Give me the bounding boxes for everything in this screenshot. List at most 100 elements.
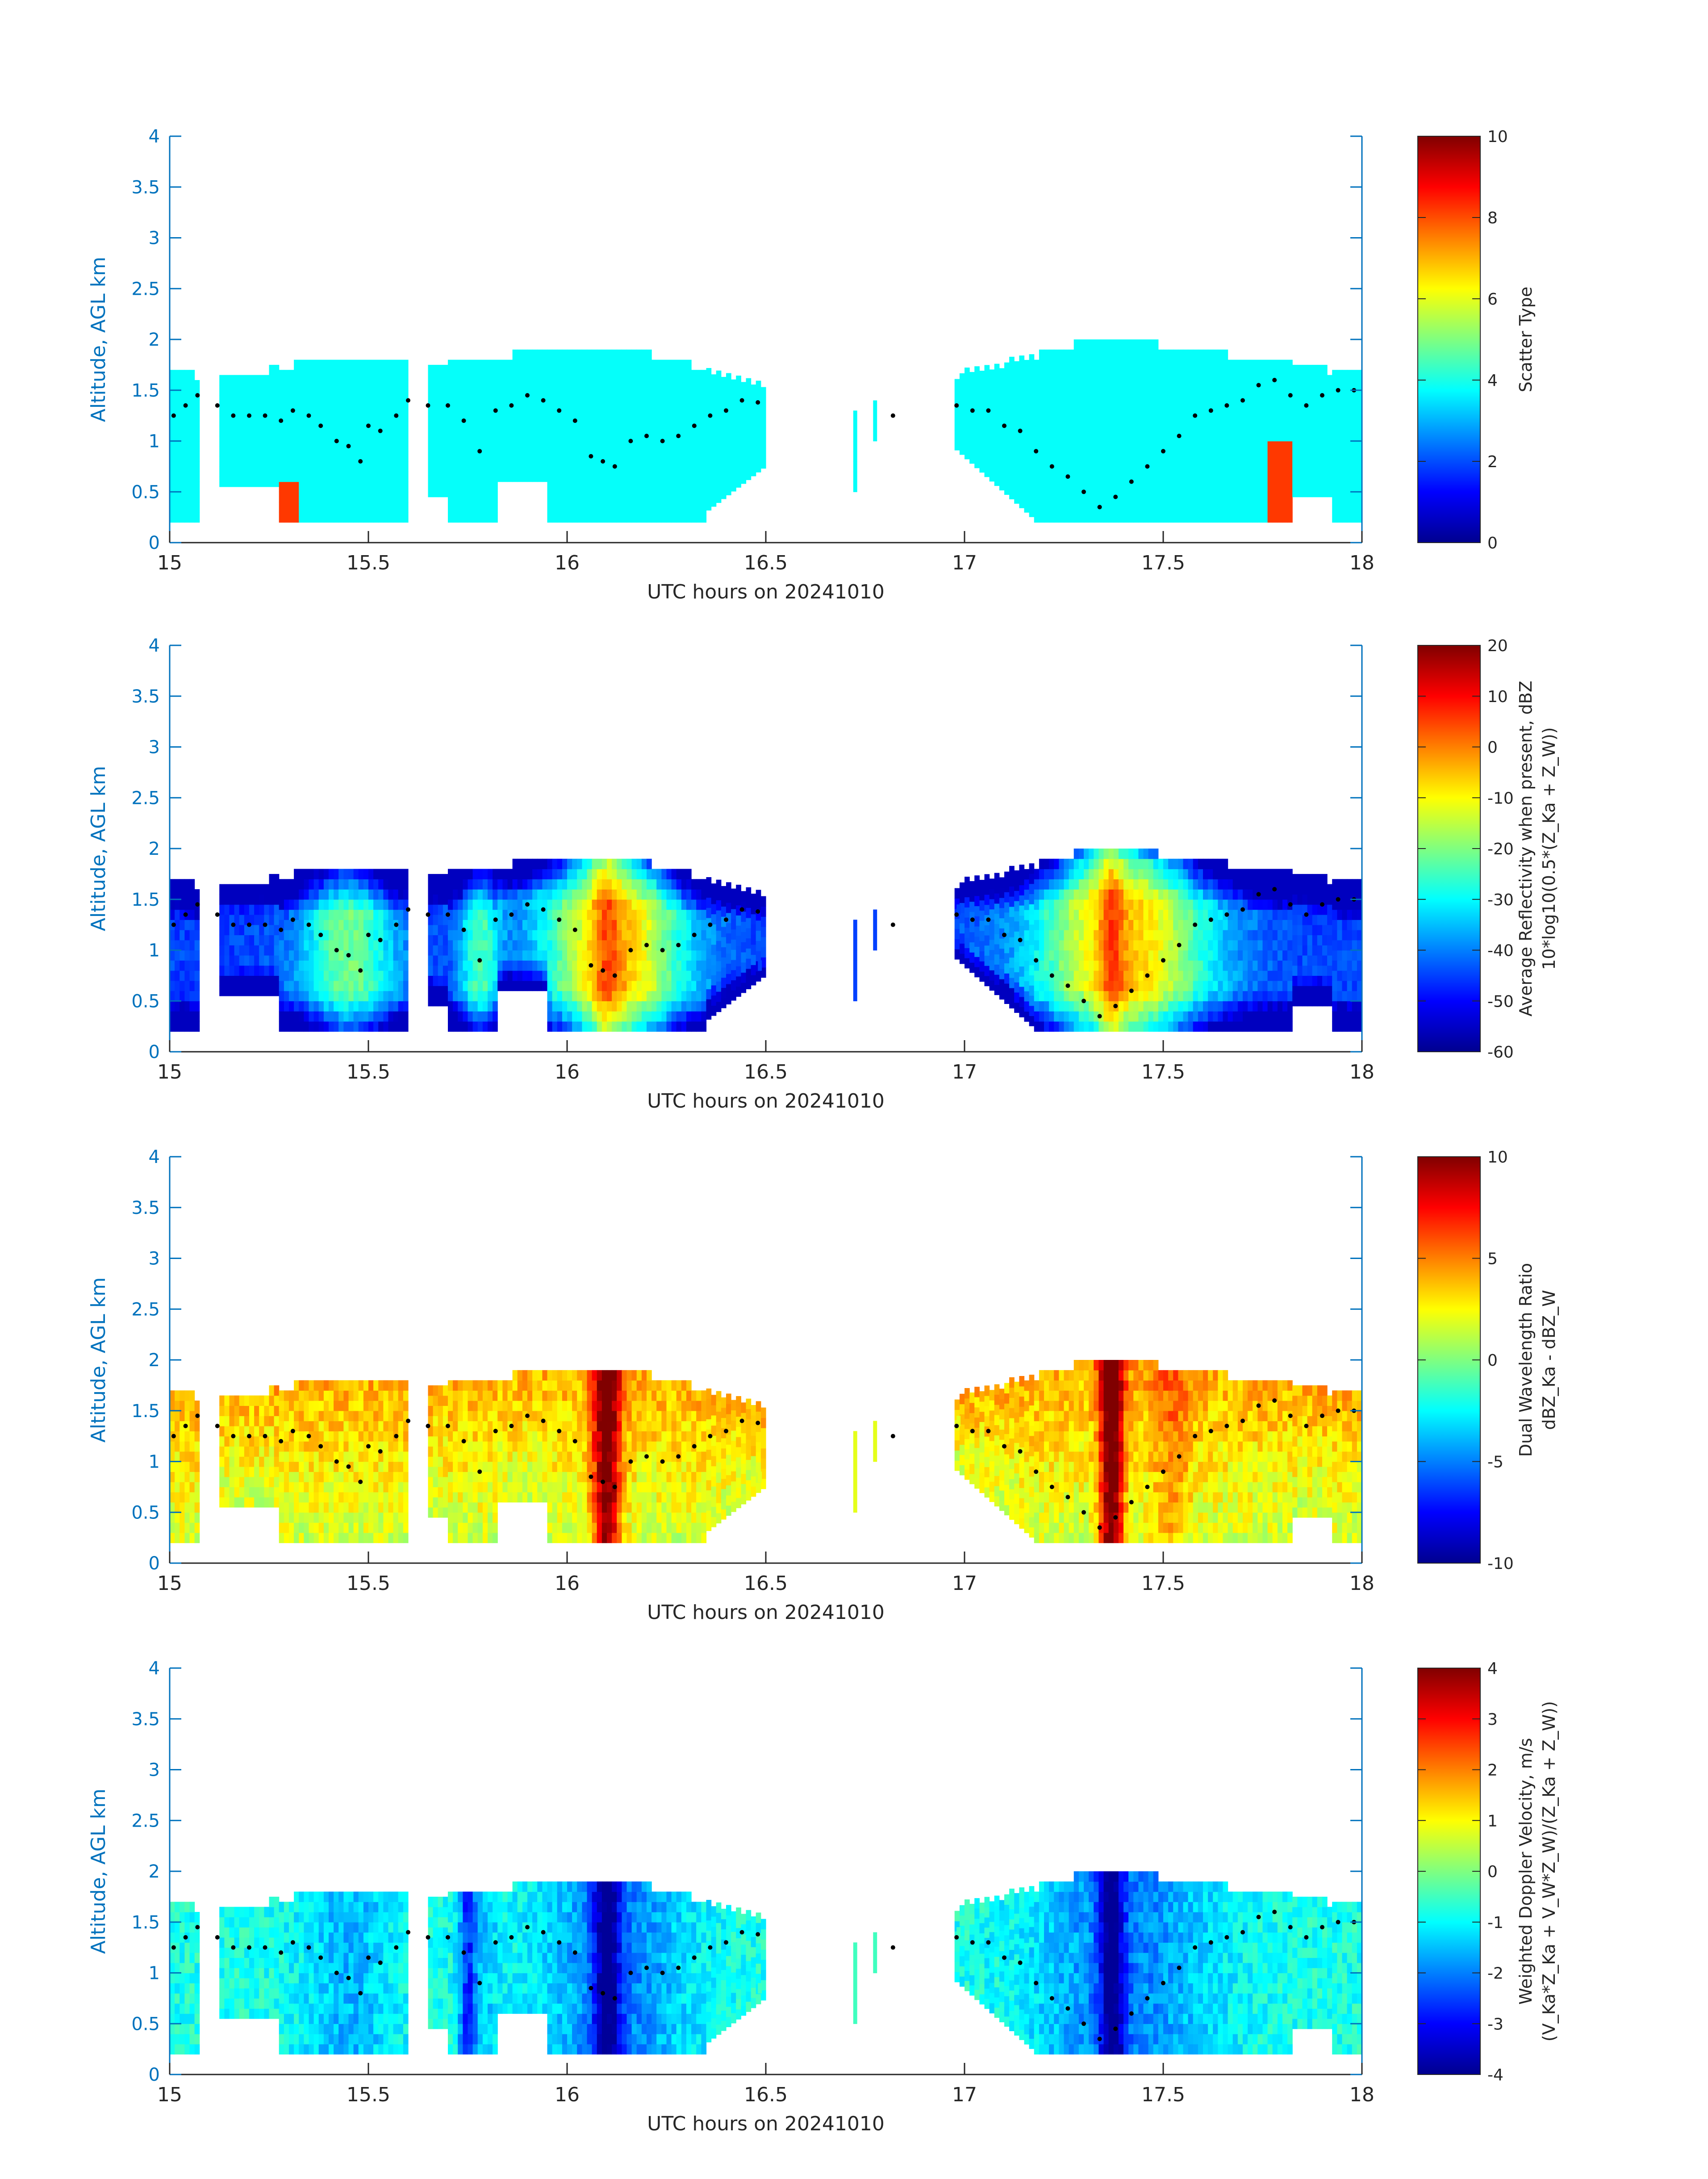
heatmap-cell bbox=[681, 472, 687, 482]
heatmap-cell bbox=[1059, 492, 1064, 502]
heatmap-cell bbox=[458, 960, 463, 970]
heatmap-cell bbox=[726, 414, 731, 424]
heatmap-cell bbox=[249, 955, 255, 966]
heatmap-cell bbox=[324, 869, 329, 879]
heatmap-cell bbox=[716, 991, 722, 1002]
heatmap-cell bbox=[468, 512, 473, 523]
heatmap-cell bbox=[269, 935, 275, 945]
heatmap-cell bbox=[359, 492, 364, 502]
heatmap-cell bbox=[349, 920, 354, 930]
heatmap-cell bbox=[354, 991, 359, 1001]
heatmap-cell bbox=[1148, 370, 1154, 380]
heatmap-cell bbox=[736, 925, 741, 936]
heatmap-cell bbox=[587, 991, 593, 1001]
heatmap-cell bbox=[1282, 410, 1288, 421]
heatmap-cell bbox=[493, 960, 498, 970]
heatmap-cell bbox=[368, 370, 374, 380]
heatmap-cell bbox=[388, 950, 394, 961]
heatmap-cell bbox=[661, 1021, 667, 1032]
heatmap-cell bbox=[1044, 360, 1049, 370]
heatmap-cell bbox=[1273, 482, 1278, 492]
heatmap-cell bbox=[1153, 431, 1159, 441]
heatmap-cell bbox=[686, 1001, 692, 1011]
heatmap-cell bbox=[661, 451, 667, 461]
heatmap-cell bbox=[974, 366, 980, 376]
heatmap-cell bbox=[190, 492, 195, 502]
heatmap-cell bbox=[721, 947, 727, 957]
heatmap-cell bbox=[532, 879, 538, 889]
heatmap-cell bbox=[433, 477, 438, 487]
heatmap-cell bbox=[1044, 410, 1049, 421]
heatmap-cell bbox=[587, 899, 593, 910]
heatmap-cell bbox=[746, 898, 752, 908]
heatmap-cell bbox=[324, 441, 329, 452]
heatmap-cell bbox=[508, 390, 513, 401]
heatmap-cell bbox=[473, 370, 478, 380]
heatmap-cell bbox=[239, 986, 245, 996]
heatmap-cell bbox=[259, 904, 264, 915]
heatmap-cell bbox=[304, 512, 309, 523]
heatmap-cell bbox=[378, 370, 384, 380]
heatmap-cell bbox=[180, 461, 185, 472]
heatmap-cell bbox=[622, 930, 627, 940]
heatmap-cell bbox=[1317, 436, 1323, 446]
heatmap-cell bbox=[184, 370, 190, 380]
heatmap-cell bbox=[582, 981, 587, 991]
heatmap-cell bbox=[170, 492, 175, 502]
heatmap-cell bbox=[647, 981, 652, 991]
heatmap-cell bbox=[359, 920, 364, 930]
heatmap-cell bbox=[1337, 482, 1342, 492]
heatmap-cell bbox=[274, 945, 280, 955]
heatmap-cell bbox=[965, 877, 970, 887]
heatmap-cell bbox=[1024, 431, 1030, 441]
heatmap-cell bbox=[622, 350, 627, 360]
heatmap-cell bbox=[597, 1021, 602, 1032]
heatmap-cell bbox=[284, 970, 289, 981]
heatmap-cell bbox=[309, 482, 314, 492]
heatmap-cell bbox=[1144, 431, 1149, 441]
heatmap-cell bbox=[741, 413, 746, 423]
heatmap-cell bbox=[184, 1001, 190, 1011]
heatmap-cell bbox=[617, 940, 622, 950]
overlay-dot bbox=[557, 408, 561, 413]
heatmap-cell bbox=[294, 482, 299, 492]
heatmap-cell bbox=[547, 512, 553, 523]
heatmap-cell bbox=[324, 410, 329, 421]
heatmap-cell bbox=[195, 910, 200, 920]
heatmap-cell bbox=[647, 910, 652, 920]
heatmap-cell bbox=[672, 1001, 677, 1011]
heatmap-cell bbox=[184, 390, 190, 401]
heatmap-cell bbox=[979, 422, 985, 432]
heatmap-cell bbox=[1138, 482, 1144, 492]
heatmap-cell bbox=[537, 970, 543, 981]
overlay-dot bbox=[756, 400, 760, 405]
heatmap-cell bbox=[681, 482, 687, 492]
heatmap-cell bbox=[1263, 482, 1268, 492]
heatmap-cell bbox=[1029, 884, 1035, 894]
heatmap-cell bbox=[329, 950, 334, 961]
heatmap-cell bbox=[1104, 360, 1109, 370]
heatmap-cell bbox=[711, 894, 717, 904]
heatmap-cell bbox=[1188, 360, 1194, 370]
heatmap-cell bbox=[319, 920, 324, 930]
heatmap-cell bbox=[656, 451, 662, 461]
heatmap-cell bbox=[577, 492, 582, 502]
heatmap-cell bbox=[537, 441, 543, 452]
heatmap-cell bbox=[587, 441, 593, 452]
heatmap-cell bbox=[637, 920, 642, 930]
heatmap-cell bbox=[195, 1001, 200, 1011]
heatmap-cell bbox=[1183, 482, 1189, 492]
heatmap-cell bbox=[527, 859, 533, 869]
heatmap-cell bbox=[1317, 416, 1323, 426]
heatmap-cell bbox=[468, 889, 473, 899]
heatmap-cell bbox=[478, 1021, 483, 1032]
heatmap-cell bbox=[582, 859, 587, 869]
heatmap-cell bbox=[433, 456, 438, 467]
heatmap-cell bbox=[453, 492, 458, 502]
heatmap-cell bbox=[279, 472, 284, 482]
heatmap-cell bbox=[393, 492, 399, 502]
heatmap-cell bbox=[1074, 472, 1079, 482]
heatmap-cell bbox=[642, 390, 647, 401]
heatmap-cell bbox=[711, 425, 717, 435]
heatmap-cell bbox=[314, 869, 319, 879]
